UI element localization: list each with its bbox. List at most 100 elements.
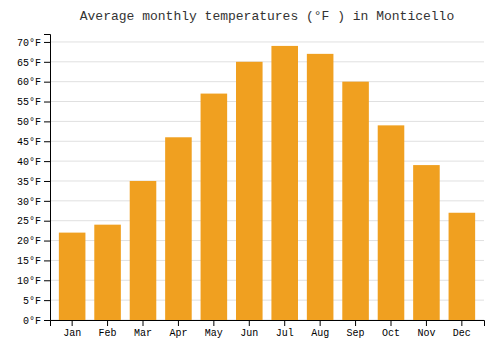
chart: 0°F 5°F 10°F 15°F 20°F 25°F 30°F 35°F 40°F 45°F 50… — [0, 0, 500, 350]
x-tick: Jan — [63, 320, 81, 339]
y-tick-label: 25°F — [17, 216, 41, 227]
x-tick: Feb — [99, 320, 117, 339]
y-tick: 15°F — [17, 256, 50, 267]
grid-line — [50, 101, 484, 102]
x-tick: Sep — [347, 320, 365, 339]
bar — [413, 165, 440, 320]
x-tick-label: Dec — [453, 328, 471, 339]
bar — [201, 94, 228, 320]
x-tick-label: Sep — [347, 328, 365, 339]
bar — [165, 137, 192, 320]
x-tick-label: Apr — [169, 328, 187, 339]
x-tick-mark — [461, 320, 462, 326]
y-tick-label: 45°F — [17, 137, 41, 148]
y-tick-mark — [44, 161, 50, 162]
y-tick-label: 30°F — [17, 197, 41, 208]
x-tick-label: Aug — [311, 328, 329, 339]
y-axis-line — [44, 35, 51, 321]
y-tick-label: 40°F — [17, 157, 41, 168]
y-tick: 40°F — [17, 157, 50, 168]
x-tick-mark — [391, 320, 392, 326]
x-tick: May — [205, 320, 223, 339]
grid-line — [50, 121, 484, 122]
x-tick: Jun — [240, 320, 258, 339]
y-tick-mark — [44, 82, 50, 83]
y-tick-label: 10°F — [17, 276, 41, 287]
y-tick: 20°F — [17, 236, 50, 247]
y-tick-label: 5°F — [23, 296, 41, 307]
bar — [271, 46, 298, 320]
plot: 0°F 5°F 10°F 15°F 20°F 25°F 30°F 35°F 40°F 45°F 50… — [17, 35, 485, 340]
y-tick: 65°F — [17, 58, 50, 69]
y-tick: 30°F — [17, 197, 50, 208]
y-tick-mark — [44, 42, 50, 43]
x-tick-mark — [426, 320, 427, 326]
x-tick: Apr — [169, 320, 187, 339]
y-axis: 0°F 5°F 10°F 15°F 20°F 25°F 30°F 35°F 40°F 45°F 50… — [17, 35, 51, 327]
y-tick: 50°F — [17, 117, 50, 128]
x-tick-label: Jun — [240, 328, 258, 339]
x-tick: Dec — [453, 320, 471, 339]
y-tick-mark — [44, 102, 50, 103]
x-tick: Mar — [134, 320, 152, 339]
bar — [94, 225, 121, 320]
x-tick: Aug — [311, 320, 329, 339]
y-tick-mark — [44, 260, 50, 261]
y-tick-label: 55°F — [17, 97, 41, 108]
y-tick-label: 70°F — [17, 38, 41, 49]
y-tick-mark — [44, 320, 50, 321]
y-tick-mark — [44, 181, 50, 182]
x-tick-label: May — [205, 328, 223, 339]
y-tick-mark — [44, 280, 50, 281]
x-tick-label: Oct — [382, 328, 400, 339]
bar — [342, 82, 369, 320]
x-tick-mark — [249, 320, 250, 326]
y-tick-mark — [44, 241, 50, 242]
y-tick-mark — [44, 141, 50, 142]
y-tick-label: 60°F — [17, 77, 41, 88]
grid — [50, 42, 484, 320]
y-tick-label: 20°F — [17, 236, 41, 247]
y-tick: 25°F — [17, 216, 50, 227]
x-tick-mark — [355, 320, 356, 326]
x-tick-label: Feb — [99, 328, 117, 339]
x-tick-label: Mar — [134, 328, 152, 339]
y-tick-mark — [44, 221, 50, 222]
bars — [59, 46, 475, 320]
x-tick-mark — [284, 320, 285, 326]
x-tick-label: Jul — [276, 328, 294, 339]
grid-line — [50, 141, 484, 142]
x-tick: Nov — [417, 320, 435, 339]
y-tick: 10°F — [17, 276, 50, 287]
x-tick-mark — [72, 320, 73, 326]
x-tick: Oct — [382, 320, 400, 339]
bar — [59, 233, 86, 320]
y-tick: 70°F — [17, 38, 50, 49]
y-tick-label: 50°F — [17, 117, 41, 128]
x-tick-mark — [107, 320, 108, 326]
y-tick-mark — [44, 62, 50, 63]
y-tick: 45°F — [17, 137, 50, 148]
bar — [236, 62, 263, 320]
x-tick-mark — [213, 320, 214, 326]
y-tick: 5°F — [23, 296, 50, 307]
title: Average monthly temperatures (°F ) in Mo… — [80, 9, 454, 24]
bar — [130, 181, 157, 320]
x-axis-line — [51, 321, 485, 327]
x-tick-mark — [320, 320, 321, 326]
grid-line — [50, 81, 484, 82]
x-tick-label: Jan — [63, 328, 81, 339]
bar — [307, 54, 334, 320]
y-tick: 0°F — [23, 316, 50, 327]
y-tick-label: 65°F — [17, 58, 41, 69]
y-tick-label: 0°F — [23, 316, 41, 327]
y-tick-label: 35°F — [17, 177, 41, 188]
y-tick: 55°F — [17, 97, 50, 108]
x-tick-label: Nov — [417, 328, 435, 339]
y-tick-mark — [44, 201, 50, 202]
y-tick: 35°F — [17, 177, 50, 188]
grid-line — [50, 161, 484, 162]
y-tick-mark — [44, 121, 50, 122]
grid-line — [50, 41, 484, 42]
grid-line — [50, 61, 484, 62]
